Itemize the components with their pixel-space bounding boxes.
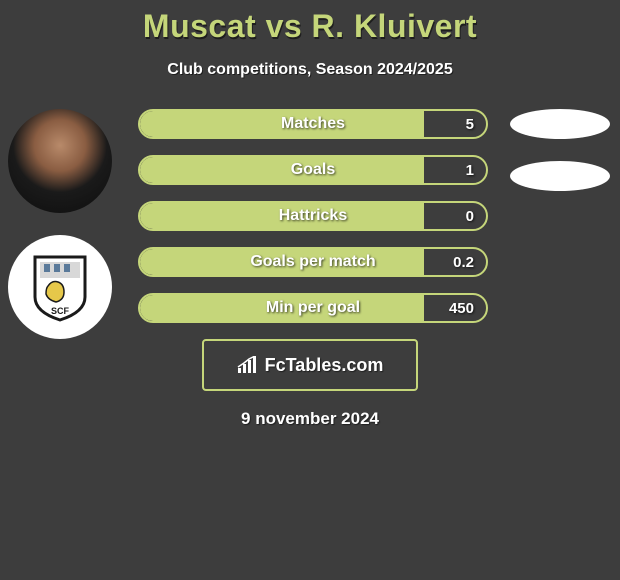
player-avatar (8, 109, 112, 213)
stat-label: Goals per match (140, 249, 486, 275)
stat-value: 5 (466, 111, 474, 137)
stat-value: 1 (466, 157, 474, 183)
club-logo-icon: SCF (30, 252, 90, 322)
stat-label: Matches (140, 111, 486, 137)
stat-row-goals: Goals 1 (138, 155, 488, 185)
opponent-slot-2 (510, 161, 610, 191)
brand-box: FcTables.com (202, 339, 418, 391)
stat-value: 450 (449, 295, 474, 321)
stats-area: SCF Matches 5 Goals 1 Hattricks 0 Goals … (0, 109, 620, 323)
page-title: Muscat vs R. Kluivert (0, 0, 620, 45)
stat-label: Hattricks (140, 203, 486, 229)
stat-rows: Matches 5 Goals 1 Hattricks 0 Goals per … (138, 109, 488, 323)
stat-label: Min per goal (140, 295, 486, 321)
stat-value: 0 (466, 203, 474, 229)
club-logo-avatar: SCF (8, 235, 112, 339)
subtitle: Club competitions, Season 2024/2025 (0, 61, 620, 79)
stat-label: Goals (140, 157, 486, 183)
stat-row-mpg: Min per goal 450 (138, 293, 488, 323)
bar-chart-icon (237, 356, 259, 374)
svg-text:SCF: SCF (51, 306, 70, 316)
stat-row-matches: Matches 5 (138, 109, 488, 139)
stat-value: 0.2 (453, 249, 474, 275)
opponent-slot-1 (510, 109, 610, 139)
stat-row-gpm: Goals per match 0.2 (138, 247, 488, 277)
date-label: 9 november 2024 (0, 409, 620, 429)
stat-row-hattricks: Hattricks 0 (138, 201, 488, 231)
brand-text: FcTables.com (265, 355, 384, 376)
